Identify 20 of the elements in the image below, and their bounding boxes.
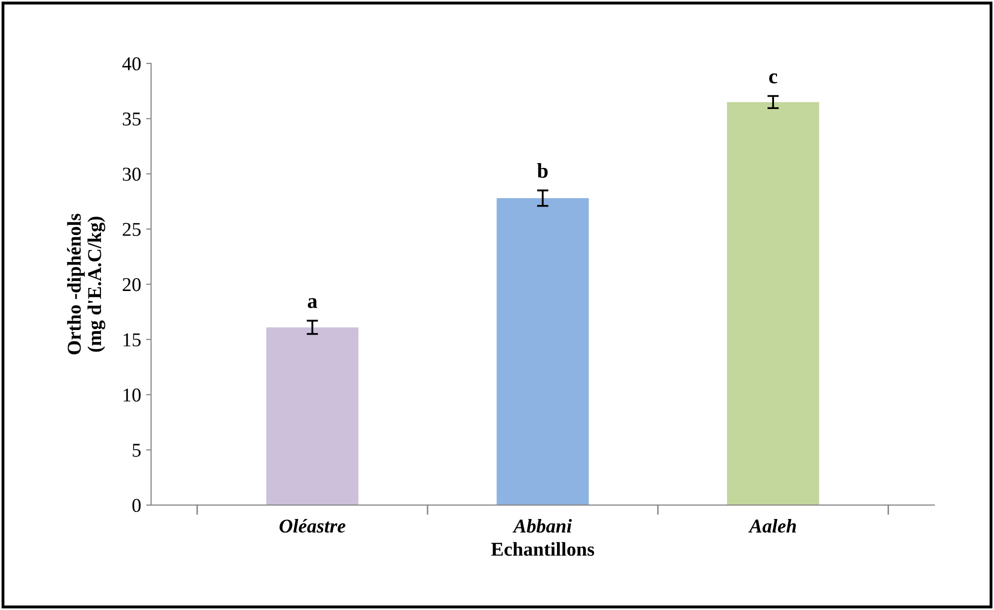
y-tick-label: 35: [122, 112, 141, 126]
y-tick-label: 20: [122, 278, 141, 292]
y-axis-title: Ortho -diphénols (mg d'E.A.C/kg): [67, 214, 106, 354]
y-tick-label: 0: [132, 498, 141, 512]
x-tick-label: Oléastre: [280, 518, 346, 533]
y-tick-label: 40: [122, 57, 141, 70]
x-tick-label: Abbani: [512, 518, 572, 533]
y-tick-label: 25: [122, 222, 141, 236]
annotation: a: [308, 298, 318, 308]
x-axis-title: Echantillons: [491, 542, 594, 556]
x-tick-label: Aaleh: [748, 518, 796, 533]
y-tick-label: 10: [124, 388, 141, 402]
bar: [727, 102, 820, 506]
bar: [266, 327, 358, 506]
y-tick-label: 15: [124, 333, 141, 346]
annotation: b: [537, 163, 548, 178]
y-tick-label: 5: [132, 444, 141, 457]
bar: [496, 198, 589, 506]
annotation: c: [769, 73, 778, 84]
y-tick-label: 30: [122, 168, 141, 181]
